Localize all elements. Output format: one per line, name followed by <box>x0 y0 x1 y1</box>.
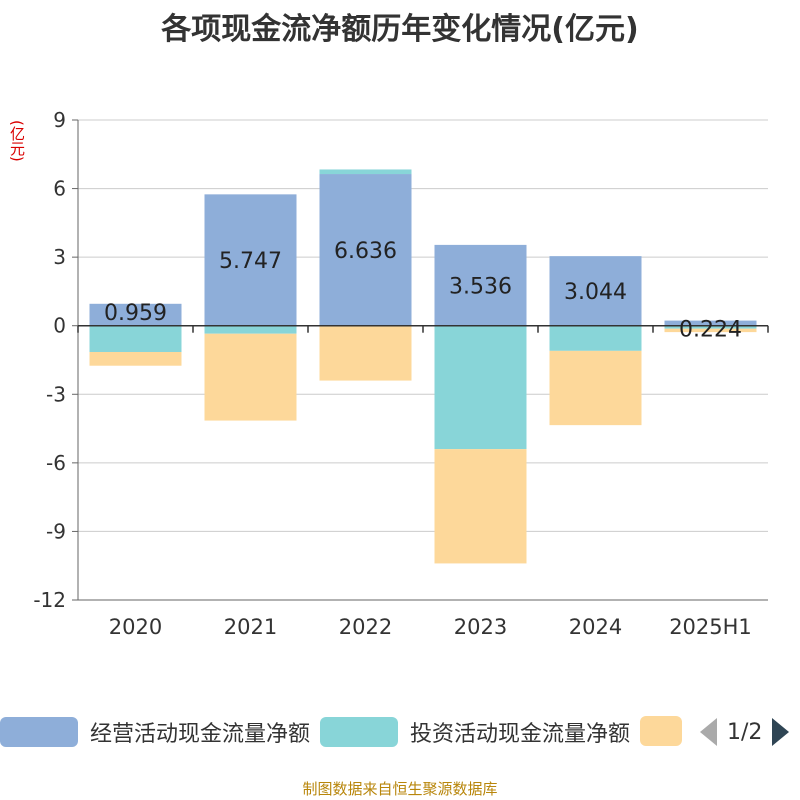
y-tick-label: 9 <box>53 108 66 132</box>
bar-2022-series-0 <box>319 174 412 326</box>
legend-pager: 1/2 <box>700 718 790 746</box>
bar-2021-series-1 <box>204 325 297 334</box>
y-tick-label: -3 <box>46 382 66 406</box>
bar-2022-series-2 <box>319 325 412 381</box>
legend: 经营活动现金流量净额 投资活动现金流量净额 <box>0 716 800 752</box>
bar-2025H1-series-0 <box>664 320 757 326</box>
legend-item-investing[interactable]: 投资活动现金流量净额 <box>320 716 630 748</box>
x-tick-label: 2022 <box>339 615 392 639</box>
legend-swatch-investing <box>320 717 398 747</box>
pager-prev-icon[interactable] <box>700 718 717 746</box>
y-tick-label: 3 <box>53 245 66 269</box>
data-label: 0.959 <box>104 301 167 326</box>
bar-2025H1-series-1 <box>664 325 757 329</box>
bar-2023-series-2 <box>434 449 527 564</box>
x-tick-label: 2020 <box>109 615 162 639</box>
bar-2024-series-0 <box>549 256 642 326</box>
data-label: 5.747 <box>219 249 282 274</box>
legend-item-financing[interactable] <box>640 716 682 746</box>
y-tick-label: -6 <box>46 451 66 475</box>
bar-2025H1-series-2 <box>664 328 757 333</box>
y-tick-label: 0 <box>53 314 66 338</box>
bar-2024-series-2 <box>549 350 642 426</box>
x-tick-label: 2025H1 <box>669 615 752 639</box>
x-tick-label: 2023 <box>454 615 507 639</box>
data-source: 制图数据来自恒生聚源数据库 <box>302 780 498 798</box>
bar-2024-series-1 <box>549 325 642 351</box>
bar-2021-series-0 <box>204 194 297 326</box>
y-tick-label: 6 <box>53 177 66 201</box>
y-axis-unit: (亿元) <box>8 120 26 162</box>
chart-title: 各项现金流净额历年变化情况(亿元) <box>161 12 639 47</box>
data-label: 3.044 <box>564 280 627 305</box>
legend-label-investing: 投资活动现金流量净额 <box>410 722 631 747</box>
x-tick-label: 2021 <box>224 615 277 639</box>
pager-text: 1/2 <box>727 719 763 745</box>
bar-2023-series-1 <box>434 325 527 450</box>
data-label: 3.536 <box>449 274 512 299</box>
bar-2020-series-2 <box>89 352 182 366</box>
legend-swatch-operating <box>0 717 78 747</box>
x-tick-label: 2024 <box>569 615 622 639</box>
legend-item-operating[interactable]: 经营活动现金流量净额 <box>0 716 310 748</box>
bar-chart: 9 6 3 0 -3 -6 -9 -12 0.959 5.747 6.636 3.536 3.044 0.… <box>33 108 769 639</box>
data-label: 6.636 <box>334 239 397 264</box>
legend-swatch-financing <box>640 716 682 746</box>
y-tick-label: -9 <box>46 519 66 543</box>
bar-2021-series-2 <box>204 333 297 421</box>
y-tick-label: -12 <box>33 588 66 612</box>
pager-next-icon[interactable] <box>772 718 790 746</box>
legend-label-operating: 经营活动现金流量净额 <box>90 722 311 747</box>
bar-2020-series-0 <box>89 303 182 326</box>
bar-2023-series-0 <box>434 244 527 326</box>
bar-2020-series-1 <box>89 325 182 352</box>
data-label: 0.224 <box>679 318 742 343</box>
bar-2022-series-1 <box>319 169 412 175</box>
